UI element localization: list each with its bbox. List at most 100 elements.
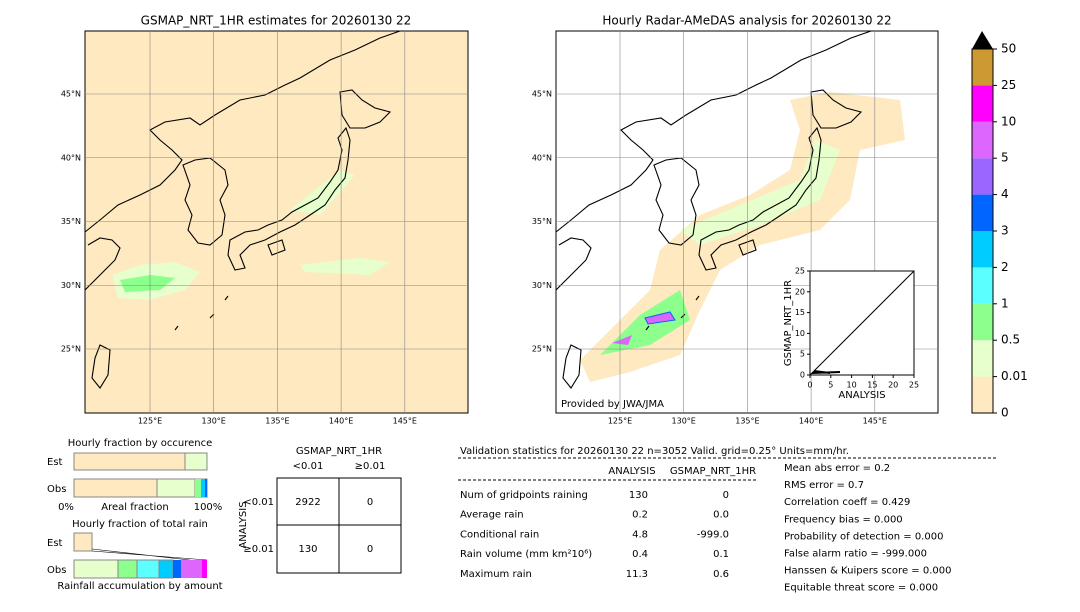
- row-label: Obs: [47, 565, 66, 576]
- lat-label: 30°N: [532, 281, 552, 290]
- row-header: <0.01: [243, 497, 274, 508]
- colorbar-segment: [972, 340, 993, 377]
- colorbar-label: 1: [1001, 296, 1009, 310]
- bar: [181, 560, 202, 578]
- cell: 0.2: [632, 510, 648, 521]
- y-tick-label: 25: [795, 267, 805, 276]
- cell: 4.8: [632, 529, 648, 540]
- colorbar-label: 0.01: [1001, 369, 1028, 383]
- bar: [156, 478, 196, 498]
- row-label: Rain volume (mm km²10⁶): [460, 549, 592, 560]
- colorbar-label: 0.5: [1001, 333, 1020, 347]
- colorbar-segment: [972, 303, 993, 341]
- cell: 130: [298, 544, 317, 555]
- rain-area: [612, 335, 632, 345]
- maps: GSMAP_NRT_1HR estimates for 20260130 22 …: [61, 14, 939, 426]
- col-header: ANALYSIS: [608, 466, 655, 477]
- rain-area: [600, 290, 690, 355]
- bar: [195, 479, 201, 497]
- cell: 0.0: [713, 510, 729, 521]
- chart-title: Hourly fraction of total rain: [72, 519, 208, 530]
- y-tick-label: 0: [800, 371, 805, 380]
- x-tick-label: 15: [867, 381, 877, 390]
- row-label: Est: [47, 538, 63, 549]
- score: Equitable threat score = 0.000: [784, 583, 938, 594]
- colorbar-segment: [972, 158, 993, 195]
- x-tick-label: 25: [909, 381, 919, 390]
- lon-label: 140°E: [799, 417, 823, 426]
- colorbar: 0 0.01 0.5 1 2 3 4 5 10 25 50: [971, 31, 1028, 420]
- colorbar-segment: [972, 376, 993, 413]
- col-header: GSMAP_NRT_1HR: [670, 466, 756, 477]
- table-title: GSMAP_NRT_1HR: [296, 446, 382, 457]
- colorbar-segment: [972, 231, 993, 268]
- axis-label: Areal fraction: [101, 502, 168, 513]
- bar: [205, 479, 207, 497]
- score: Mean abs error = 0.2: [784, 463, 890, 474]
- bar: [202, 560, 207, 578]
- contingency-table: GSMAP_NRT_1HR <0.01 ≥0.01 ANALYSIS <0.01…: [238, 446, 402, 574]
- inset-xlabel: ANALYSIS: [838, 390, 885, 401]
- credit: Provided by JWA/JMA: [561, 399, 664, 410]
- lat-label: 30°N: [61, 281, 81, 290]
- row-label: Num of gridpoints raining: [460, 490, 588, 501]
- lon-label: 140°E: [329, 417, 353, 426]
- bar: [201, 479, 205, 497]
- lat-label: 25°N: [61, 345, 81, 354]
- y-tick-label: 5: [800, 350, 805, 359]
- bar: [136, 559, 160, 579]
- inset-points: [811, 370, 841, 374]
- rain-area: [644, 311, 676, 325]
- lon-label: 135°E: [735, 417, 759, 426]
- row-label: Est: [47, 457, 63, 468]
- cell: 0.1: [713, 549, 729, 560]
- lat-label: 25°N: [532, 345, 552, 354]
- cell: 0.4: [632, 549, 648, 560]
- colorbar-extend: [972, 31, 993, 49]
- chart-footer: Rainfall accumulation by amount: [57, 581, 222, 592]
- score: Correlation coeff = 0.429: [784, 497, 910, 508]
- lon-label: 130°E: [202, 417, 226, 426]
- axis-label: 100%: [194, 502, 223, 513]
- bar: [73, 532, 93, 552]
- chart-title: Hourly fraction by occurence: [68, 438, 212, 449]
- x-tick-label: 20: [888, 381, 898, 390]
- lat-label: 45°N: [61, 90, 81, 99]
- colorbar-segment: [972, 49, 993, 86]
- validation-header: Validation statistics for 20260130 22 n=…: [460, 446, 849, 457]
- colorbar-label: 10: [1001, 114, 1016, 128]
- score: False alarm ratio = -999.000: [784, 549, 927, 560]
- colorbar-label: 5: [1001, 151, 1009, 165]
- validation: Validation statistics for 20260130 22 n=…: [458, 446, 996, 594]
- score: Frequency bias = 0.000: [784, 514, 903, 525]
- inset: ANALYSIS GSMAP_NRT_1HR 00 5 5 10 10 15 15 20 20 2…: [783, 267, 919, 402]
- col-header: ≥0.01: [355, 461, 386, 472]
- row-label: Maximum rain: [460, 569, 532, 580]
- lon-label: 135°E: [265, 417, 289, 426]
- lon-label: 145°E: [393, 417, 417, 426]
- colorbar-label: 50: [1001, 42, 1016, 56]
- y-tick-label: 20: [795, 287, 805, 296]
- row-header: ≥0.01: [243, 544, 274, 555]
- x-tick-label: 0: [807, 381, 812, 390]
- cell: 2922: [295, 497, 320, 508]
- connector: [91, 548, 208, 563]
- lon-label: 125°E: [138, 417, 162, 426]
- colorbar-segment: [972, 85, 993, 122]
- map-title: GSMAP_NRT_1HR estimates for 20260130 22: [141, 14, 412, 28]
- lon-label: 125°E: [608, 417, 632, 426]
- map-title: Hourly Radar-AMeDAS analysis for 2026013…: [602, 14, 891, 28]
- axis-label: 0%: [58, 502, 74, 513]
- cell: 130: [629, 490, 648, 501]
- colorbar-label: 4: [1001, 187, 1009, 201]
- colorbar-label: 3: [1001, 224, 1009, 238]
- x-tick-label: 5: [828, 381, 833, 390]
- rain-area: [680, 140, 840, 245]
- colorbar-label: 2: [1001, 260, 1009, 274]
- cell: 0: [367, 544, 373, 555]
- cell: 0: [723, 490, 729, 501]
- lat-label: 45°N: [532, 90, 552, 99]
- inset-ylabel: GSMAP_NRT_1HR: [783, 280, 794, 366]
- diagonal: [809, 270, 915, 376]
